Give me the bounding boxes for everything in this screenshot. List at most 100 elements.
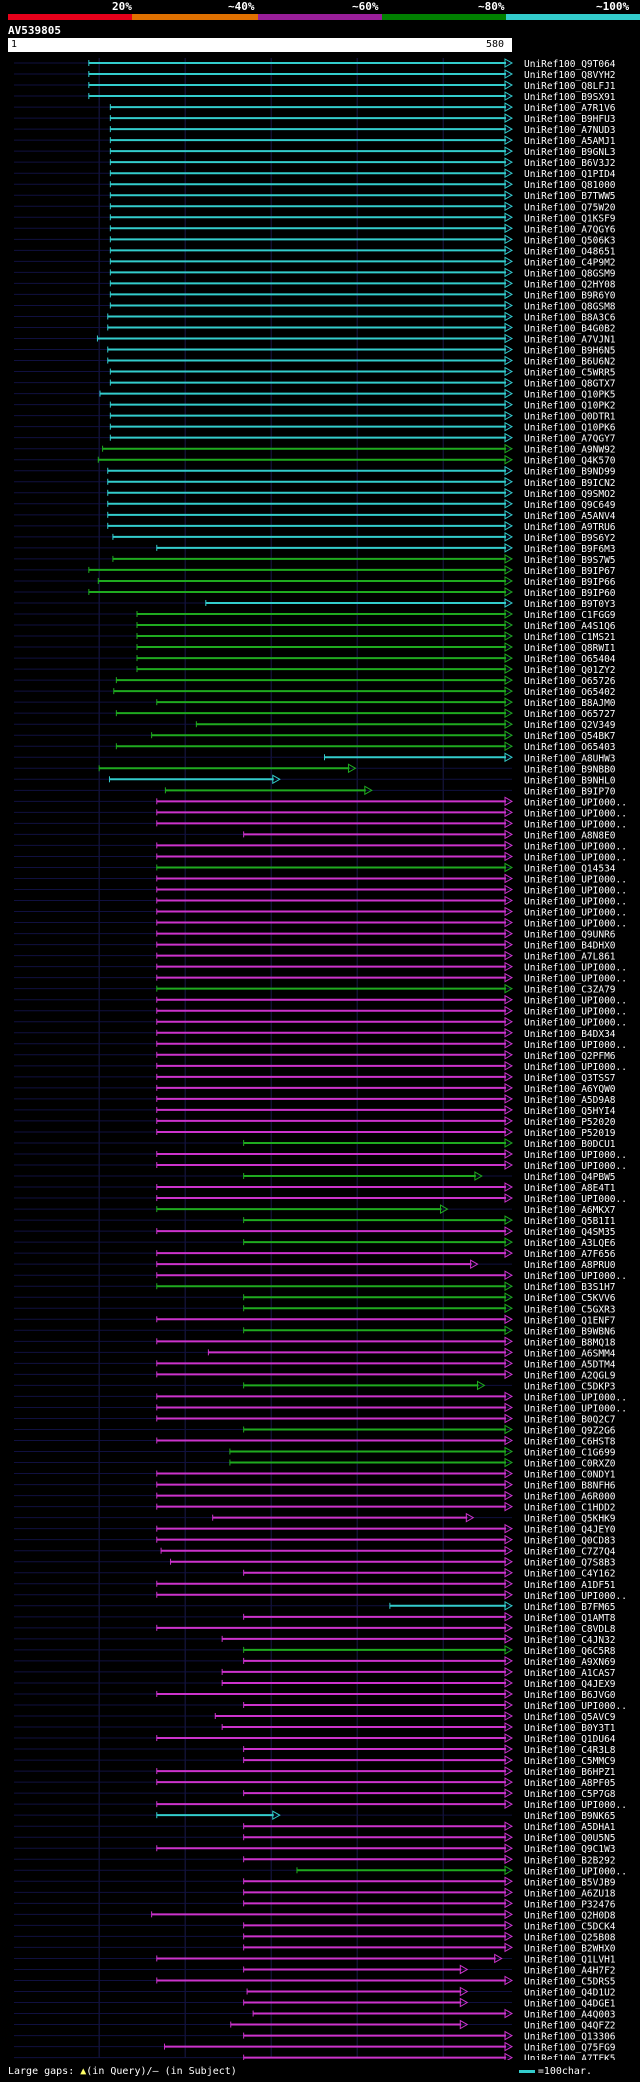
hit-label[interactable]: UniRef100_UPI000.. bbox=[524, 852, 627, 863]
hit-label[interactable]: UniRef100_C8VDL8 bbox=[524, 1624, 616, 1635]
hit-label[interactable]: UniRef100_UPI000.. bbox=[524, 1591, 627, 1602]
hit-label[interactable]: UniRef100_C4Y162 bbox=[524, 1569, 616, 1580]
hit-label[interactable]: UniRef100_Q10PK5 bbox=[524, 390, 616, 401]
hit-label[interactable]: UniRef100_UPI000.. bbox=[524, 886, 627, 897]
hit-label[interactable]: UniRef100_C4P9M2 bbox=[524, 257, 616, 268]
hit-label[interactable]: UniRef100_Q4JEY0 bbox=[524, 1525, 616, 1536]
hit-label[interactable]: UniRef100_UPI000.. bbox=[524, 1150, 627, 1161]
hit-label[interactable]: UniRef100_A4H7F2 bbox=[524, 1965, 616, 1976]
hit-label[interactable]: UniRef100_C7Z7Q4 bbox=[524, 1547, 616, 1558]
hit-label[interactable]: UniRef100_Q5B1I1 bbox=[524, 1216, 616, 1227]
hit-label[interactable]: UniRef100_B9NK65 bbox=[524, 1811, 616, 1822]
hit-label[interactable]: UniRef100_B9S7W5 bbox=[524, 555, 616, 566]
hit-label[interactable]: UniRef100_C3ZA79 bbox=[524, 985, 616, 996]
hit-label[interactable]: UniRef100_A8UHW3 bbox=[524, 753, 616, 764]
hit-label[interactable]: UniRef100_A9NW92 bbox=[524, 445, 616, 456]
hit-label[interactable]: UniRef100_A5ANV4 bbox=[524, 511, 616, 522]
hit-label[interactable]: UniRef100_Q2V349 bbox=[524, 720, 616, 731]
hit-label[interactable]: UniRef100_C1MS21 bbox=[524, 632, 616, 643]
hit-label[interactable]: UniRef100_B9NHL0 bbox=[524, 775, 616, 786]
hit-label[interactable]: UniRef100_Q7S8B3 bbox=[524, 1558, 616, 1569]
hit-label[interactable]: UniRef100_B6U6N2 bbox=[524, 357, 616, 368]
hit-label[interactable]: UniRef100_C1G699 bbox=[524, 1448, 616, 1459]
hit-label[interactable]: UniRef100_UPI000.. bbox=[524, 897, 627, 908]
hit-label[interactable]: UniRef100_B9IP66 bbox=[524, 577, 616, 588]
hit-label[interactable]: UniRef100_C6HST8 bbox=[524, 1437, 616, 1448]
hit-label[interactable]: UniRef100_P32476 bbox=[524, 1899, 616, 1910]
hit-label[interactable]: UniRef100_B8A3C6 bbox=[524, 312, 616, 323]
hit-label[interactable]: UniRef100_A7L861 bbox=[524, 952, 616, 963]
hit-label[interactable]: UniRef100_A5D9A8 bbox=[524, 1095, 616, 1106]
hit-label[interactable]: UniRef100_B9HFU3 bbox=[524, 114, 616, 125]
hit-label[interactable]: UniRef100_B9IP70 bbox=[524, 786, 616, 797]
hit-label[interactable]: UniRef100_B9WBN6 bbox=[524, 1326, 616, 1337]
hit-label[interactable]: UniRef100_Q8GSM8 bbox=[524, 301, 616, 312]
hit-label[interactable]: UniRef100_Q1ENF7 bbox=[524, 1315, 616, 1326]
hit-label[interactable]: UniRef100_B3S1H7 bbox=[524, 1282, 616, 1293]
hit-label[interactable]: UniRef100_A8PF05 bbox=[524, 1778, 616, 1789]
hit-label[interactable]: UniRef100_Q0DTR1 bbox=[524, 412, 616, 423]
hit-label[interactable]: UniRef100_C5P7G8 bbox=[524, 1789, 616, 1800]
hit-label[interactable]: UniRef100_B6JVG0 bbox=[524, 1690, 616, 1701]
hit-label[interactable]: UniRef100_Q8RWI1 bbox=[524, 643, 616, 654]
hit-label[interactable]: UniRef100_A5DHA1 bbox=[524, 1822, 616, 1833]
hit-label[interactable]: UniRef100_Q1KSF9 bbox=[524, 213, 616, 224]
hit-label[interactable]: UniRef100_A7R1V6 bbox=[524, 103, 616, 114]
hit-label[interactable]: UniRef100_Q2PFM6 bbox=[524, 1051, 616, 1062]
hit-label[interactable]: UniRef100_UPI000.. bbox=[524, 1161, 627, 1172]
hit-label[interactable]: UniRef100_B4DX34 bbox=[524, 1029, 616, 1040]
hit-label[interactable]: UniRef100_B9F6M3 bbox=[524, 544, 616, 555]
hit-label[interactable]: UniRef100_A7F656 bbox=[524, 1249, 616, 1260]
hit-label[interactable]: UniRef100_UPI000.. bbox=[524, 808, 627, 819]
hit-label[interactable]: UniRef100_UPI000.. bbox=[524, 1403, 627, 1414]
hit-label[interactable]: UniRef100_A4Q003 bbox=[524, 2010, 616, 2021]
hit-label[interactable]: UniRef100_A7VJN1 bbox=[524, 335, 616, 346]
hit-label[interactable]: UniRef100_B6V3J2 bbox=[524, 158, 616, 169]
hit-label[interactable]: UniRef100_B9ICN2 bbox=[524, 478, 616, 489]
hit-label[interactable]: UniRef100_A7TFK5 bbox=[524, 2054, 616, 2060]
hit-label[interactable]: UniRef100_Q8LFJ1 bbox=[524, 81, 616, 92]
hit-label[interactable]: UniRef100_B9NBB0 bbox=[524, 764, 616, 775]
hit-label[interactable]: UniRef100_C4R3L8 bbox=[524, 1745, 616, 1756]
hit-label[interactable]: UniRef100_Q10PK6 bbox=[524, 423, 616, 434]
hit-label[interactable]: UniRef100_UPI000.. bbox=[524, 819, 627, 830]
hit-label[interactable]: UniRef100_C0RXZ0 bbox=[524, 1459, 616, 1470]
hit-label[interactable]: UniRef100_Q4K570 bbox=[524, 456, 616, 467]
hit-label[interactable]: UniRef100_A6R000 bbox=[524, 1492, 616, 1503]
hit-label[interactable]: UniRef100_Q5HYI4 bbox=[524, 1106, 616, 1117]
hit-label[interactable]: UniRef100_B9SX91 bbox=[524, 92, 616, 103]
hit-label[interactable]: UniRef100_B9GNL3 bbox=[524, 147, 616, 158]
hit-label[interactable]: UniRef100_UPI000.. bbox=[524, 1701, 627, 1712]
hit-label[interactable]: UniRef100_UPI000.. bbox=[524, 908, 627, 919]
hit-label[interactable]: UniRef100_A5DTM4 bbox=[524, 1359, 616, 1370]
hit-label[interactable]: UniRef100_Q9UNR6 bbox=[524, 930, 616, 941]
hit-label[interactable]: UniRef100_UPI000.. bbox=[524, 919, 627, 930]
hit-label[interactable]: UniRef100_Q506K3 bbox=[524, 235, 616, 246]
hit-label[interactable]: UniRef100_Q3TSS7 bbox=[524, 1073, 616, 1084]
hit-label[interactable]: UniRef100_Q9C1W3 bbox=[524, 1844, 616, 1855]
hit-label[interactable]: UniRef100_B7TWW5 bbox=[524, 191, 616, 202]
hit-label[interactable]: UniRef100_C5WRR5 bbox=[524, 368, 616, 379]
hit-label[interactable]: UniRef100_Q4D1U2 bbox=[524, 1988, 616, 1999]
hit-label[interactable]: UniRef100_A8N8E0 bbox=[524, 830, 616, 841]
hit-label[interactable]: UniRef100_B9IP67 bbox=[524, 566, 616, 577]
hit-label[interactable]: UniRef100_UPI000.. bbox=[524, 874, 627, 885]
hit-label[interactable]: UniRef100_Q01ZY2 bbox=[524, 665, 616, 676]
hit-label[interactable]: UniRef100_Q2H0D8 bbox=[524, 1910, 616, 1921]
hit-label[interactable]: UniRef100_UPI000.. bbox=[524, 1018, 627, 1029]
hit-label[interactable]: UniRef100_A8PRU0 bbox=[524, 1260, 616, 1271]
hit-label[interactable]: UniRef100_C5DRS5 bbox=[524, 1976, 616, 1987]
hit-label[interactable]: UniRef100_Q5AVC9 bbox=[524, 1712, 616, 1723]
hit-label[interactable]: UniRef100_A7NUD3 bbox=[524, 125, 616, 136]
hit-label[interactable]: UniRef100_O65727 bbox=[524, 709, 616, 720]
hit-label[interactable]: UniRef100_Q1DU64 bbox=[524, 1734, 616, 1745]
hit-label[interactable]: UniRef100_A6SMM4 bbox=[524, 1348, 616, 1359]
hit-label[interactable]: UniRef100_UPI000.. bbox=[524, 1392, 627, 1403]
hit-label[interactable]: UniRef100_B0DCU1 bbox=[524, 1139, 616, 1150]
hit-label[interactable]: UniRef100_Q9T064 bbox=[524, 59, 616, 70]
hit-label[interactable]: UniRef100_UPI000.. bbox=[524, 1194, 627, 1205]
hit-label[interactable]: UniRef100_A8E4T1 bbox=[524, 1183, 616, 1194]
hit-label[interactable]: UniRef100_A6YQW0 bbox=[524, 1084, 616, 1095]
hit-label[interactable]: UniRef100_UPI000.. bbox=[524, 1866, 627, 1877]
hit-label[interactable]: UniRef100_UPI000.. bbox=[524, 974, 627, 985]
